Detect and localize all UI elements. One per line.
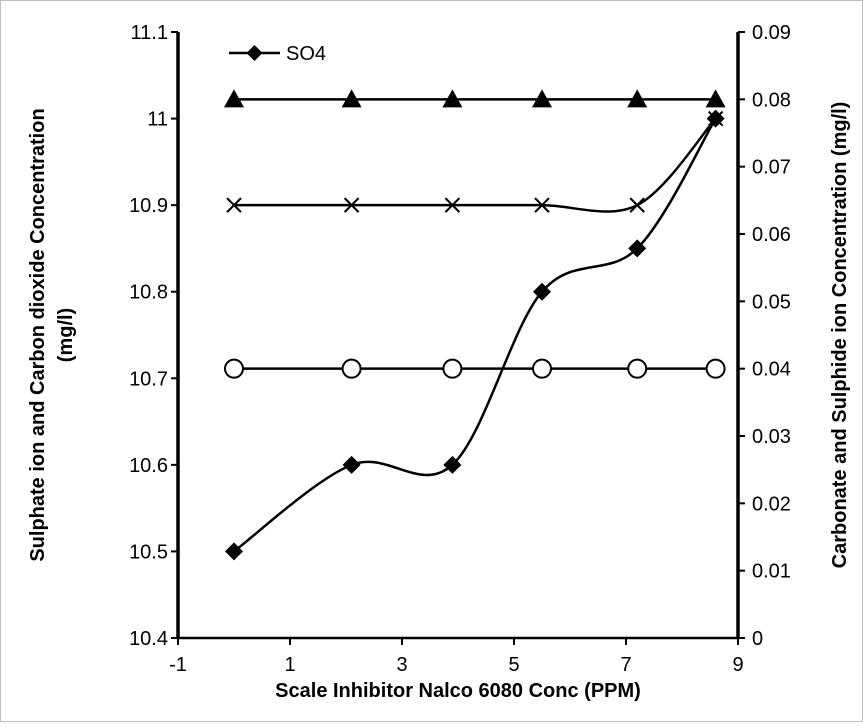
x-tick-label: -1 [169,654,187,676]
point-circle [341,358,362,379]
point-x [534,197,550,213]
legend: SO4 [229,43,326,65]
y-axis-title: Sulphate ion and Carbon dioxide Concentr… [27,108,77,561]
y2-tick-label: 0.07 [752,157,791,179]
y-tick-label: 10.7 [129,368,168,390]
y2-tick-label: 0.09 [752,22,791,44]
y-tick-label: 10.6 [129,455,168,477]
point-x [629,197,645,213]
y2-tick-label: 0.06 [752,224,791,246]
point-circle [532,358,552,379]
point-circle [442,358,463,379]
legend-marker-diamond [246,45,263,61]
point-triangle [532,89,552,108]
point-circle [224,358,244,379]
y-tick-label: 10.9 [129,195,168,217]
y-tick-label: 10.5 [129,541,168,563]
point-triangle [442,89,463,108]
point-x [343,197,360,213]
point-x [707,110,724,127]
x-tick-label: 9 [732,654,743,676]
y-tick-label: 10.4 [129,628,168,650]
point-diamond [225,542,243,561]
y2-tick-label: 0.01 [752,561,791,583]
y2-tick-label: 0.05 [752,291,791,313]
y2-tick-label: 0.03 [752,426,791,448]
point-x [226,197,242,213]
point-triangle [705,89,726,108]
y2-tick-label: 0.02 [752,493,791,515]
point-diamond [533,282,551,301]
x-tick-label: 7 [620,654,631,676]
point-diamond [342,455,361,474]
y2-axis-title: Carbonate and Sulphide ion Concentration… [829,102,851,569]
x-tick-label: 1 [284,654,295,676]
y-tick-label: 11 [147,109,168,131]
point-triangle [224,89,244,108]
x-tick-label: 3 [396,654,407,676]
point-circle [705,358,726,379]
series-line-so4 [233,117,717,553]
point-x [444,197,461,213]
point-diamond [628,239,647,258]
x-tick-label: 5 [508,654,519,676]
point-circle [627,358,648,379]
y2-tick-label: 0 [752,628,763,650]
legend-label-so4: SO4 [286,43,326,65]
x-axis-title: Scale Inhibitor Nalco 6080 Conc (PPM) [275,680,641,702]
point-triangle [627,89,648,108]
y2-tick-label: 0.08 [752,89,791,111]
point-triangle [341,89,362,108]
series-line-x [234,117,717,213]
point-diamond [443,455,462,474]
y-tick-label: 10.8 [129,282,168,304]
y2-tick-label: 0.04 [752,359,791,381]
y-tick-label: 11.1 [131,22,168,44]
